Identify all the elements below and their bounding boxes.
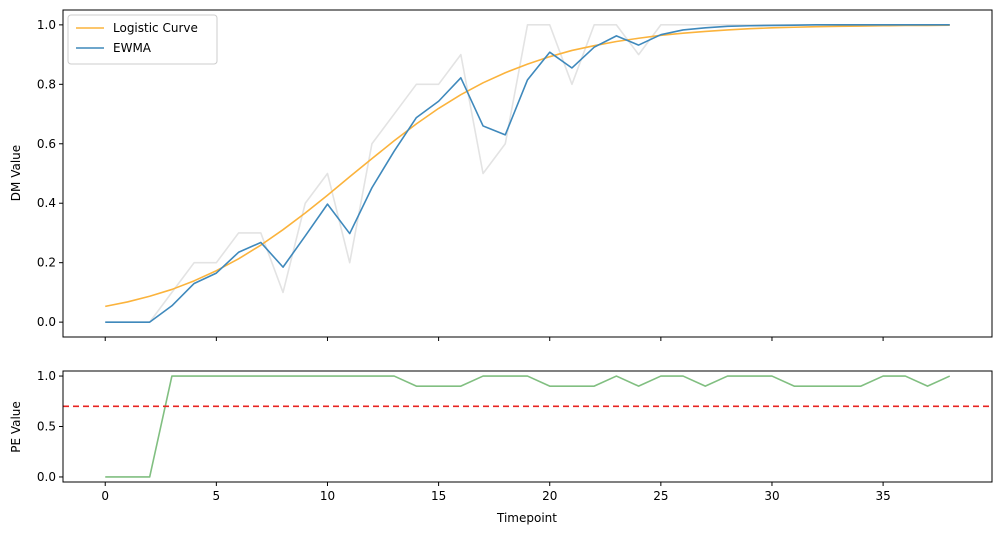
legend-box [67,14,218,65]
bottom-x-tick-label: 15 [431,489,446,503]
legend-label-ewma: EWMA [113,41,152,55]
top-y-axis-label: DM Value [9,145,23,201]
bottom-x-ticks: 0 5 10 15 20 25 30 35 [101,482,891,503]
bottom-x-tick-label: 10 [320,489,335,503]
top-y-tick-label: 0.6 [37,137,56,151]
top-y-tick-label: 0.0 [37,315,56,329]
bottom-x-tick-label: 35 [875,489,890,503]
bottom-x-tick-label: 25 [653,489,668,503]
top-x-ticks [104,337,884,341]
bottom-panel: 0.0 0.5 1.0 0 5 10 15 20 25 30 35 PE Value Timepo… [9,369,993,525]
top-series-line-logistic-curve [105,24,950,308]
top-y-tick-label: 0.4 [37,196,56,210]
legend-label-logistic-curve: Logistic Curve [113,21,198,35]
bottom-y-ticks: 0.0 0.5 1.0 [37,369,63,484]
top-series-layer [105,24,950,323]
bottom-x-axis-label: Timepoint [496,511,557,525]
bottom-x-tick-label: 30 [764,489,779,503]
top-series-line-ewma [105,24,950,323]
bottom-series-line-pe [105,375,951,478]
bottom-y-tick-label: 1.0 [37,369,56,383]
bottom-x-tick-label: 20 [542,489,557,503]
top-panel: 0.0 0.2 0.4 0.6 0.8 1.0 DM Value Logistic Cur… [9,9,993,341]
top-y-tick-label: 1.0 [37,18,56,32]
bottom-y-tick-label: 0.0 [37,470,56,484]
bottom-y-axis-label: PE Value [9,401,23,453]
top-y-tick-label: 0.8 [37,77,56,91]
top-axes-frame [62,9,993,338]
bottom-y-tick-label: 0.5 [37,420,56,434]
top-y-tick-label: 0.2 [37,256,56,270]
bottom-series-layer [63,375,992,478]
bottom-x-tick-label: 0 [101,489,109,503]
bottom-x-tick-label: 5 [213,489,221,503]
legend: Logistic Curve EWMA [67,14,218,65]
top-y-ticks: 0.0 0.2 0.4 0.6 0.8 1.0 [37,18,63,329]
